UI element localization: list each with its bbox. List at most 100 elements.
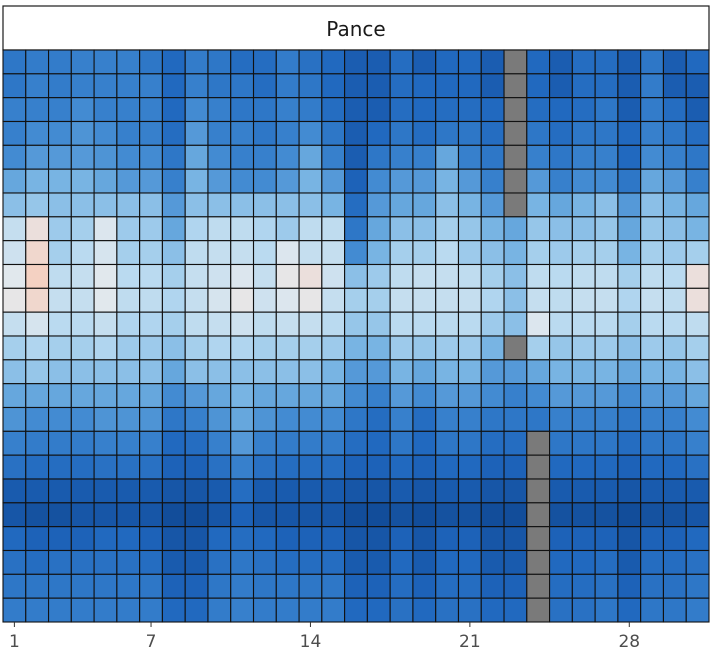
- heatmap-cell: [252, 240, 277, 266]
- heatmap-cell: [230, 216, 255, 242]
- heatmap-cell: [366, 573, 391, 599]
- heatmap-cell: [549, 49, 573, 75]
- heatmap-cell: [389, 335, 414, 361]
- heatmap-cell: [617, 573, 642, 599]
- heatmap-cell: [70, 430, 95, 456]
- heatmap-cell: [435, 73, 460, 99]
- heatmap-cell: [571, 478, 596, 504]
- heatmap-cell: [93, 430, 118, 456]
- heatmap-cell: [275, 49, 300, 75]
- heatmap-cell: [207, 454, 232, 480]
- heatmap-cell: [275, 287, 300, 313]
- heatmap-cell: [685, 73, 710, 99]
- heatmap-cell: [70, 597, 95, 623]
- heatmap-cell: [412, 168, 437, 194]
- heatmap-cell: [503, 430, 528, 456]
- heatmap-cell: [2, 192, 27, 218]
- heatmap-cell: [139, 454, 163, 480]
- heatmap-cell: [366, 406, 391, 432]
- heatmap-cell-missing: [503, 120, 528, 146]
- heatmap-cell: [617, 73, 642, 99]
- heatmap-cell: [184, 359, 209, 385]
- heatmap-cell: [25, 97, 50, 123]
- heatmap-cell: [25, 478, 50, 504]
- heatmap-cell: [161, 311, 186, 337]
- heatmap-cell: [321, 454, 346, 480]
- heatmap-cell-missing: [503, 73, 528, 99]
- heatmap-cell: [230, 335, 255, 361]
- heatmap-cell: [662, 49, 687, 75]
- heatmap-cell: [480, 526, 505, 552]
- heatmap-cell: [685, 359, 710, 385]
- heatmap-cell: [594, 430, 619, 456]
- x-tick-label: 1: [9, 632, 20, 652]
- heatmap-cell: [344, 430, 368, 456]
- heatmap-cell: [571, 573, 596, 599]
- heatmap-cell: [617, 359, 642, 385]
- heatmap-cell: [116, 287, 141, 313]
- heatmap-cell: [412, 359, 437, 385]
- heatmap-cell: [640, 406, 664, 432]
- heatmap-cell: [503, 216, 528, 242]
- heatmap-cell: [549, 478, 573, 504]
- heatmap-cell: [47, 335, 72, 361]
- heatmap-cell: [526, 97, 551, 123]
- heatmap-cell: [480, 263, 505, 289]
- heatmap-cell: [184, 287, 209, 313]
- heatmap-cell: [389, 573, 414, 599]
- heatmap-cell: [549, 216, 573, 242]
- heatmap-cell: [457, 216, 482, 242]
- heatmap-cell: [435, 526, 460, 552]
- heatmap-cell: [252, 359, 277, 385]
- heatmap-cell: [457, 430, 482, 456]
- heatmap-cell: [25, 502, 50, 528]
- heatmap-cell: [2, 597, 27, 623]
- heatmap-cell: [366, 383, 391, 409]
- heatmap-cell: [412, 120, 437, 146]
- heatmap-cell: [685, 192, 710, 218]
- heatmap-cell: [93, 263, 118, 289]
- heatmap-cell: [344, 311, 368, 337]
- heatmap-cell: [47, 406, 72, 432]
- heatmap-cell: [617, 240, 642, 266]
- heatmap-cell: [184, 144, 209, 170]
- heatmap-cell: [640, 311, 664, 337]
- heatmap-cell: [70, 287, 95, 313]
- heatmap-cell: [275, 526, 300, 552]
- heatmap-cell: [25, 335, 50, 361]
- heatmap-cell: [47, 502, 72, 528]
- heatmap-cell: [503, 263, 528, 289]
- heatmap-cell: [70, 144, 95, 170]
- heatmap-cell: [640, 168, 664, 194]
- heatmap-cell: [139, 359, 163, 385]
- heatmap-cell: [435, 97, 460, 123]
- heatmap-cell: [366, 502, 391, 528]
- heatmap-cell: [2, 478, 27, 504]
- heatmap-cell: [161, 240, 186, 266]
- heatmap-cell: [571, 240, 596, 266]
- heatmap-cell: [571, 549, 596, 575]
- heatmap-cell: [252, 383, 277, 409]
- heatmap-cell: [457, 359, 482, 385]
- heatmap-cell: [298, 311, 323, 337]
- heatmap-cell: [2, 311, 27, 337]
- heatmap-cell: [389, 526, 414, 552]
- heatmap-cell: [640, 49, 664, 75]
- heatmap-cell: [207, 144, 232, 170]
- heatmap-cell: [298, 168, 323, 194]
- heatmap-cell: [457, 597, 482, 623]
- heatmap-cell: [70, 454, 95, 480]
- heatmap-cell: [321, 573, 346, 599]
- heatmap-cell: [184, 526, 209, 552]
- heatmap-cell: [594, 144, 619, 170]
- heatmap-cell: [93, 549, 118, 575]
- heatmap-cell: [139, 73, 163, 99]
- heatmap-cell: [161, 263, 186, 289]
- heatmap-cell: [321, 359, 346, 385]
- heatmap-cell: [275, 597, 300, 623]
- heatmap-cell: [457, 549, 482, 575]
- heatmap-cell: [230, 97, 255, 123]
- heatmap-cell: [161, 192, 186, 218]
- heatmap-cell: [321, 49, 346, 75]
